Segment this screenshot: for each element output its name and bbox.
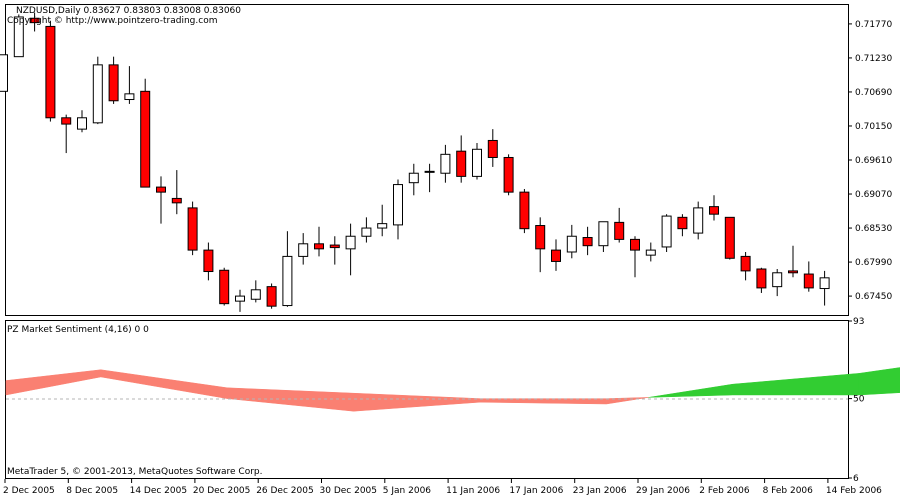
candle-bullish: [566, 224, 577, 259]
indicator-tick-label: 93: [853, 317, 864, 327]
time-tick-label: 17 Jan 2006: [509, 486, 563, 496]
candle-bearish: [203, 242, 214, 281]
candle-bullish: [250, 280, 261, 303]
indicator-title: PZ Market Sentiment (4,16) 0 0: [7, 325, 149, 335]
candle-bearish: [503, 154, 514, 196]
candle-bullish: [0, 54, 8, 92]
candle-bullish: [440, 144, 451, 183]
time-tick-label: 14 Feb 2006: [826, 486, 882, 496]
price-tick-label: 0.70690: [855, 88, 892, 98]
candle-bearish: [45, 20, 56, 122]
candles-layer: [0, 12, 830, 312]
candle-bearish: [487, 129, 498, 167]
candle-bearish: [156, 176, 166, 224]
candle-bearish: [788, 245, 798, 278]
candle-bearish: [171, 170, 182, 215]
price-tick-label: 0.69070: [855, 190, 892, 200]
sentiment-bull-area: [858, 367, 900, 396]
price-tick-label: 0.70150: [855, 122, 892, 132]
time-tick-label: 8 Dec 2005: [66, 486, 118, 496]
symbol-info: NZDUSD,Daily 0.83627 0.83803 0.83008 0.8…: [16, 6, 241, 16]
candle-bearish: [630, 236, 640, 278]
candle-bullish: [298, 233, 309, 265]
indicator-axis: 93 50 6: [848, 317, 865, 484]
indicator-tick-label: 6: [853, 474, 859, 484]
time-tick-label: 23 Jan 2006: [573, 486, 627, 496]
candle-bearish: [582, 226, 593, 256]
time-axis: 2 Dec 2005 8 Dec 2005 14 Dec 2005 20 Dec 20…: [3, 479, 882, 496]
candle-bullish: [77, 110, 87, 133]
time-tick-label: 30 Dec 2005: [320, 486, 378, 496]
candle-bearish: [187, 201, 198, 256]
price-panel-frame: [5, 4, 849, 316]
time-tick-label: 2 Feb 2006: [699, 486, 750, 496]
candle-bearish: [219, 267, 230, 306]
candle-bearish: [803, 261, 814, 292]
candle-bullish: [235, 289, 245, 312]
candle-bullish: [424, 163, 435, 193]
candle-bearish: [535, 217, 546, 273]
candle-bearish: [108, 56, 119, 104]
candle-bearish: [740, 251, 751, 281]
candle-bearish: [756, 267, 767, 293]
time-tick-label: 8 Feb 2006: [763, 486, 814, 496]
time-tick-label: 5 Jan 2006: [383, 486, 431, 496]
candle-bearish: [266, 283, 277, 309]
copyright-label: Copyright © http://www.pointzero-trading…: [7, 16, 217, 26]
candle-bearish: [709, 195, 719, 221]
candle-bearish: [314, 226, 324, 257]
time-tick-label: 26 Dec 2005: [256, 486, 314, 496]
time-tick-label: 11 Jan 2006: [446, 486, 500, 496]
price-tick-label: 0.67450: [855, 292, 892, 302]
price-tick-label: 0.67990: [855, 258, 892, 268]
price-axis: 0.71770 0.71230 0.70690 0.70150 0.69610 0.690…: [848, 20, 892, 302]
time-tick-label: 14 Dec 2005: [130, 486, 188, 496]
candle-bullish: [408, 163, 419, 196]
candle-bearish: [61, 114, 72, 154]
candle-bearish: [140, 78, 151, 188]
candle-bullish: [377, 204, 388, 237]
candle-bullish: [92, 56, 103, 125]
candle-bearish: [614, 207, 625, 243]
time-tick-label: 2 Dec 2005: [3, 486, 55, 496]
price-tick-label: 0.71230: [855, 54, 892, 64]
candle-bullish: [124, 66, 135, 104]
candle-bearish: [329, 236, 340, 265]
price-tick-label: 0.68530: [855, 224, 892, 234]
candle-bullish: [361, 217, 372, 243]
indicator-tick-label: 50: [853, 395, 865, 405]
candle-bullish: [393, 179, 403, 240]
candle-bearish: [29, 12, 40, 32]
candle-bullish: [13, 14, 24, 58]
candle-bullish: [598, 221, 609, 252]
candle-bullish: [819, 270, 830, 306]
candle-bullish: [661, 214, 672, 252]
candle-bearish: [456, 135, 467, 183]
candle-bullish: [645, 242, 656, 262]
candle-bearish: [724, 216, 735, 260]
candle-bearish: [677, 214, 688, 237]
candle-bullish: [772, 269, 783, 297]
candle-bullish: [282, 231, 293, 307]
candle-bullish: [345, 223, 356, 276]
candle-bullish: [472, 142, 482, 180]
price-tick-label: 0.71770: [855, 20, 892, 30]
price-tick-label: 0.69610: [855, 156, 892, 166]
candle-bearish: [519, 188, 530, 234]
candle-bullish: [693, 201, 704, 240]
time-tick-label: 20 Dec 2005: [193, 486, 251, 496]
platform-footer: MetaTrader 5, © 2001-2013, MetaQuotes So…: [7, 467, 263, 477]
time-tick-label: 29 Jan 2006: [636, 486, 690, 496]
candle-bearish: [551, 239, 561, 271]
